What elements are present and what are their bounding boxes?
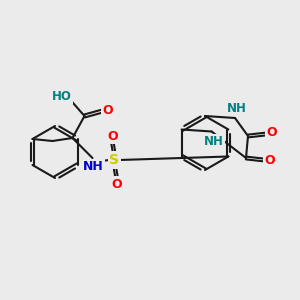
Text: NH: NH	[204, 135, 224, 148]
Text: S: S	[110, 153, 119, 167]
Text: NH: NH	[227, 101, 247, 115]
Text: O: O	[107, 130, 118, 142]
Text: O: O	[267, 127, 277, 140]
Text: NH: NH	[83, 160, 104, 173]
Text: O: O	[111, 178, 122, 190]
Text: HO: HO	[52, 89, 71, 103]
Text: O: O	[265, 154, 275, 167]
Text: O: O	[102, 103, 113, 116]
